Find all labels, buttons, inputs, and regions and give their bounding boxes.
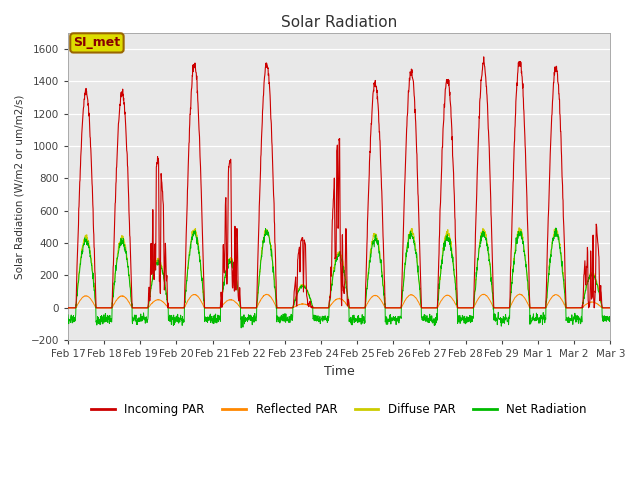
Title: Solar Radiation: Solar Radiation bbox=[281, 15, 397, 30]
X-axis label: Time: Time bbox=[324, 365, 355, 378]
Y-axis label: Solar Radiation (W/m2 or um/m2/s): Solar Radiation (W/m2 or um/m2/s) bbox=[15, 94, 25, 278]
Text: SI_met: SI_met bbox=[74, 36, 120, 49]
Legend: Incoming PAR, Reflected PAR, Diffuse PAR, Net Radiation: Incoming PAR, Reflected PAR, Diffuse PAR… bbox=[86, 398, 591, 421]
